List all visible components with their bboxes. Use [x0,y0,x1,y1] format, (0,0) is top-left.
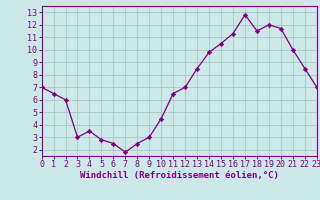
X-axis label: Windchill (Refroidissement éolien,°C): Windchill (Refroidissement éolien,°C) [80,171,279,180]
